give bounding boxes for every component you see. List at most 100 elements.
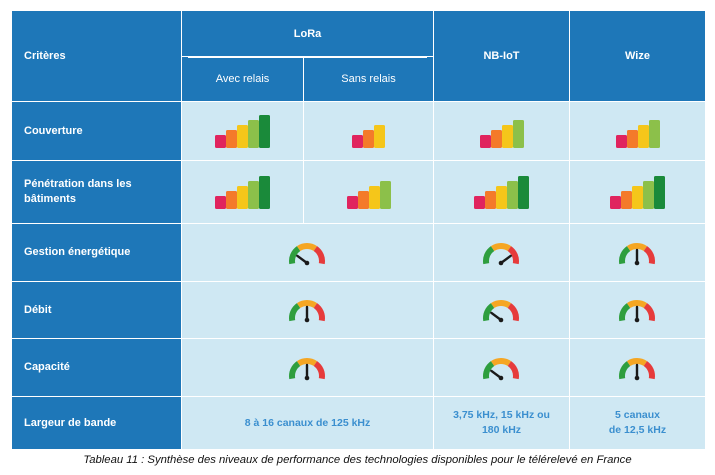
gauge-icon — [481, 357, 523, 380]
gauge-icon — [481, 300, 523, 323]
gauge-hub — [498, 375, 503, 380]
gauge-arc — [618, 245, 631, 264]
gauge-arc — [482, 360, 495, 379]
gauge-arc — [506, 303, 519, 322]
gauge-arc — [626, 357, 647, 366]
signal-bars-icon — [479, 120, 525, 148]
gauge-arc — [626, 242, 647, 251]
gauge-arc — [618, 360, 631, 379]
bandwidth-nbiot: 3,75 kHz, 15 kHz ou 180 kHz — [433, 396, 570, 450]
signal-bars-icon — [473, 176, 530, 209]
signal-bar — [379, 181, 391, 209]
capacity-lora — [181, 338, 434, 397]
throughput-lora — [181, 281, 434, 339]
signal-bar — [496, 186, 507, 209]
row-label-throughput: Débit — [11, 281, 182, 339]
gauge-icon — [617, 242, 659, 265]
header-lora-with-relay: Avec relais — [181, 56, 304, 102]
signal-bar — [215, 196, 226, 209]
gauge-icon — [287, 300, 329, 323]
gauge-icon — [481, 242, 523, 265]
signal-bar — [363, 130, 374, 148]
performance-table: Critères LoRa NB-IoT Wize Avec relais Sa… — [11, 10, 706, 450]
signal-bars-icon — [346, 181, 392, 209]
signal-bar — [632, 186, 643, 209]
signal-bar — [237, 125, 248, 148]
gauge-arc — [618, 303, 631, 322]
penetration-lora-with-relay — [181, 160, 304, 224]
signal-bar — [248, 120, 259, 148]
throughput-wize — [569, 281, 706, 339]
gauge-icon — [287, 357, 329, 380]
energy-wize — [569, 223, 706, 282]
signal-bar — [474, 196, 485, 209]
gauge-hub — [634, 260, 639, 265]
bandwidth-wize: 5 canaux de 12,5 kHz — [569, 396, 706, 450]
signal-bar — [621, 191, 632, 209]
signal-bar — [259, 176, 270, 209]
bandwidth-lora: 8 à 16 canaux de 125 kHz — [181, 396, 434, 450]
row-label-coverage: Couverture — [11, 101, 182, 161]
signal-bar — [490, 130, 502, 148]
signal-bar — [512, 120, 524, 148]
table-caption: Tableau 11 : Synthèse des niveaux de per… — [83, 454, 632, 466]
gauge-hub — [304, 260, 309, 265]
gauge-arc — [482, 303, 495, 322]
bandwidth-wize-line1: 5 canaux — [615, 409, 660, 421]
gauge-arc — [288, 245, 301, 264]
signal-bar — [485, 191, 496, 209]
penetration-lora-without-relay — [303, 160, 434, 224]
bandwidth-wize-line2: de 12,5 kHz — [608, 424, 667, 436]
energy-lora — [181, 223, 434, 282]
gauge-arc — [482, 245, 495, 264]
signal-bars-icon — [615, 120, 661, 148]
gauge-arc — [312, 245, 325, 264]
signal-bars-icon — [351, 122, 386, 148]
gauge-hub — [304, 375, 309, 380]
gauge-icon — [617, 357, 659, 380]
gauge-arc — [490, 357, 511, 366]
gauge-hub — [634, 375, 639, 380]
signal-bar — [610, 196, 621, 209]
signal-bar — [615, 135, 627, 148]
header-criteria: Critères — [11, 10, 182, 102]
signal-bar — [248, 181, 259, 209]
energy-nbiot — [433, 223, 570, 282]
coverage-lora-with-relay — [181, 101, 304, 161]
header-lora: LoRa — [181, 10, 434, 59]
throughput-nbiot — [433, 281, 570, 339]
gauge-arc — [296, 300, 317, 309]
signal-bar — [226, 191, 237, 209]
signal-bar — [637, 125, 649, 148]
signal-bar — [479, 135, 491, 148]
gauge-icon — [617, 300, 659, 323]
capacity-nbiot — [433, 338, 570, 397]
signal-bar — [346, 196, 358, 209]
signal-bar — [259, 115, 270, 148]
gauge-arc — [288, 303, 301, 322]
gauge-hub — [634, 317, 639, 323]
gauge-arc — [312, 360, 325, 379]
signal-bar — [501, 125, 513, 148]
penetration-nbiot — [433, 160, 570, 224]
signal-bar — [374, 125, 385, 148]
header-lora-without-relay: Sans relais — [303, 56, 434, 102]
signal-bar — [226, 130, 237, 148]
gauge-arc — [506, 360, 519, 379]
bandwidth-nbiot-line2: 180 kHz — [481, 424, 522, 436]
gauge-arc — [296, 242, 317, 251]
gauge-arc — [642, 245, 655, 264]
bandwidth-nbiot-line1: 3,75 kHz, 15 kHz ou — [453, 409, 550, 421]
row-label-energy: Gestion énergétique — [11, 223, 182, 282]
header-nbiot: NB-IoT — [433, 10, 570, 102]
coverage-lora-without-relay — [303, 101, 434, 161]
gauge-arc — [490, 300, 511, 309]
coverage-wize — [569, 101, 706, 161]
signal-bars-icon — [214, 176, 271, 209]
gauge-arc — [642, 360, 655, 379]
gauge-arc — [642, 303, 655, 322]
signal-bar — [368, 186, 380, 209]
row-label-capacity: Capacité — [11, 338, 182, 397]
signal-bar — [357, 191, 369, 209]
